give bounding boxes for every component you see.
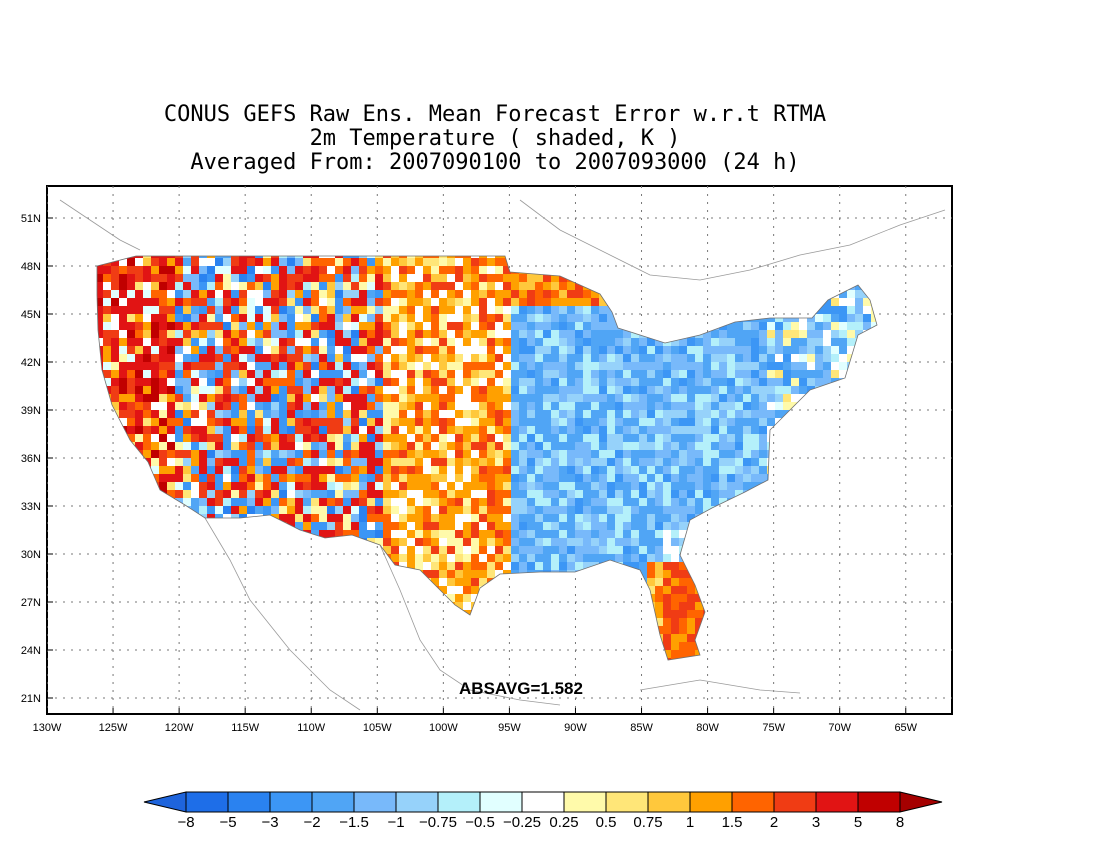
lat-tick-label: 27N — [21, 597, 41, 609]
colorbar-swatch — [227, 791, 271, 813]
colorbar-high-arrow — [899, 791, 943, 813]
colorbar-swatch — [185, 791, 229, 813]
lat-tick-label: 30N — [21, 549, 41, 561]
colorbar-swatch — [311, 791, 355, 813]
colorbar-swatch — [815, 791, 859, 813]
colorbar-swatch — [479, 791, 523, 813]
lon-tick-label: 105W — [363, 722, 392, 734]
lat-tick-label: 42N — [21, 357, 41, 369]
colorbar-label: 1.5 — [722, 814, 743, 831]
colorbar-swatch — [857, 791, 901, 813]
lat-tick-label: 51N — [21, 213, 41, 225]
colorbar-label: 0.5 — [596, 814, 617, 831]
colorbar-label: −1 — [387, 814, 404, 831]
title-line-3: Averaged From: 2007090100 to 2007093000 … — [190, 150, 800, 175]
longitude-axis: 130W 125W 120W 115W 110W 105W 100W 95W 90W 85W 80W… — [33, 708, 918, 734]
title-line-2: 2m Temperature ( shaded, K ) — [309, 126, 681, 151]
colorbar-swatch — [647, 791, 691, 813]
lon-tick-label: 90W — [564, 722, 587, 734]
colorbar-swatch — [437, 791, 481, 813]
lon-tick-label: 100W — [429, 722, 458, 734]
colorbar-label: −8 — [177, 814, 194, 831]
colorbar-label: −3 — [261, 814, 278, 831]
colorbar-label: 0.75 — [633, 814, 662, 831]
colorbar: −8 −5 −3 −2 −1.5 −1 −0.75 −0.5 −0.25 0.25 0.5 0.75 1… — [143, 791, 943, 831]
colorbar-swatch — [269, 791, 313, 813]
colorbar-swatch — [731, 791, 775, 813]
latitude-axis: 51N 48N 45N 42N 39N 36N 33N 30N 27N 24N 21N — [21, 213, 53, 705]
colorbar-swatch — [605, 791, 649, 813]
canada-border-outline — [59, 199, 946, 281]
lat-tick-label: 36N — [21, 453, 41, 465]
lat-tick-label: 45N — [21, 309, 41, 321]
colorbar-label: 1 — [686, 814, 694, 831]
colorbar-label: 0.25 — [549, 814, 578, 831]
lon-tick-label: 75W — [762, 722, 785, 734]
absavg-label: ABSAVG=1.582 — [459, 679, 583, 698]
colorbar-label: 3 — [812, 814, 820, 831]
colorbar-label: −0.75 — [419, 814, 457, 831]
colorbar-label: −5 — [219, 814, 236, 831]
background-outlines — [59, 199, 946, 711]
lat-tick-label: 39N — [21, 405, 41, 417]
colorbar-swatch — [353, 791, 397, 813]
colorbar-label: 2 — [770, 814, 778, 831]
colorbar-label: 8 — [896, 814, 904, 831]
lon-tick-label: 70W — [828, 722, 851, 734]
lat-tick-label: 48N — [21, 261, 41, 273]
lon-tick-label: 120W — [165, 722, 194, 734]
colorbar-swatch — [563, 791, 607, 813]
lon-tick-label: 95W — [498, 722, 521, 734]
lon-tick-label: 65W — [894, 722, 917, 734]
colorbar-label: −0.5 — [465, 814, 495, 831]
colorbar-swatch — [773, 791, 817, 813]
conus-outline — [96, 255, 878, 661]
lat-tick-label: 33N — [21, 501, 41, 513]
lon-tick-label: 125W — [99, 722, 128, 734]
lat-tick-label: 21N — [21, 693, 41, 705]
mexico-outline — [204, 517, 801, 711]
colorbar-swatch — [395, 791, 439, 813]
colorbar-label: −0.25 — [503, 814, 541, 831]
title-line-1: CONUS GEFS Raw Ens. Mean Forecast Error … — [163, 102, 827, 127]
colorbar-low-arrow — [143, 791, 187, 813]
colorbar-label: 5 — [854, 814, 862, 831]
lon-tick-label: 110W — [297, 722, 326, 734]
lon-tick-label: 85W — [630, 722, 653, 734]
colorbar-label: −1.5 — [339, 814, 369, 831]
colorbar-swatch — [521, 791, 565, 813]
colorbar-label: −2 — [303, 814, 320, 831]
lon-tick-label: 130W — [33, 722, 62, 734]
lon-tick-label: 115W — [231, 722, 260, 734]
lon-tick-label: 80W — [696, 722, 719, 734]
lat-tick-label: 24N — [21, 645, 41, 657]
colorbar-swatch — [689, 791, 733, 813]
